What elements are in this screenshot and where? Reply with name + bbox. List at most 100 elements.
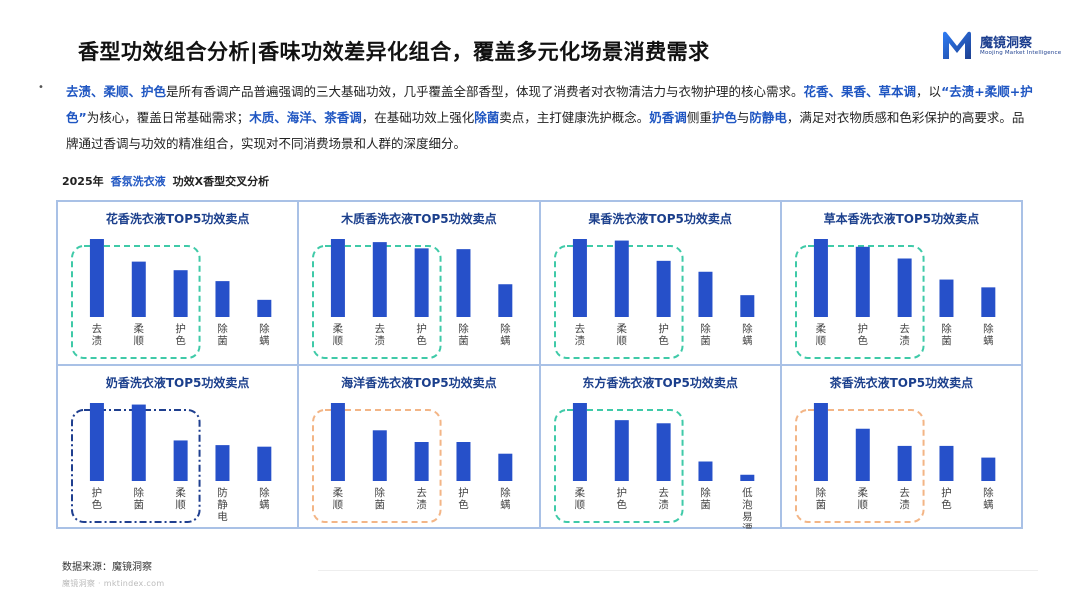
bar [331,402,346,481]
chart-panel: 茶香洗衣液TOP5功效卖点 除菌 柔顺 去渍 护色 除螨 [780,364,1022,528]
bar [697,461,712,481]
chart-panel: 奶香洗衣液TOP5功效卖点 护色 除菌 柔顺 防静电 除螨 [57,364,299,528]
summary-highlight: 护色 [711,110,737,125]
summary-text: 与 [736,110,750,125]
page-title: 香型功效组合分析|香味功效差异化组合，覆盖多元化场景消费需求 [78,40,710,64]
category-label: 除菌 [700,486,711,511]
bar [456,249,471,317]
chart-title: 果香洗衣液TOP5功效卖点 [588,212,732,226]
chart-panel: 木质香洗衣液TOP5功效卖点 柔顺 去渍 护色 除菌 除螨 [298,201,540,365]
logo-m-icon [943,31,971,59]
chart-title: 茶香洗衣液TOP5功效卖点 [829,375,974,390]
chart-section-label: 2025年 香氛洗衣液 功效X香型交叉分析 [62,173,276,189]
bar-chart: 护色 除菌 柔顺 防静电 除螨 [71,402,272,523]
bar [373,242,388,317]
section-category: 香氛洗衣液 [110,175,166,188]
summary-highlight: 去渍、柔顺、护色 [66,84,167,99]
bar [456,441,471,481]
bar [173,439,188,481]
bar-chart: 去渍 柔顺 护色 除菌 除螨 [71,239,272,359]
category-label: 柔顺 [134,323,145,347]
summary-text: 是所有香调产品普遍强调的三大基础功效，几乎覆盖全部香型，体现了消费者对衣物清洁力… [166,84,804,99]
chart-grid: 花香洗衣液TOP5功效卖点 去渍 柔顺 护色 除菌 除螨 木质香洗衣液TOP5功效卖点 柔顺去… [56,200,1023,529]
category-label: 护色 [857,322,868,347]
category-label: 除螨 [500,322,511,347]
section-year: 2025年 [62,175,104,188]
bar [131,261,146,317]
bar-chart: 柔顺 除菌 去渍 护色 除螨 [312,402,513,523]
chart-panel: 果香洗衣液TOP5功效卖点 去渍 柔顺 护色 除菌 除螨 [539,201,781,365]
summary-highlight: 木质、海洋、茶香调 [249,110,362,125]
bar [89,239,104,317]
summary-highlight: 除菌 [474,110,500,125]
chart-title: 花香洗衣液TOP5功效卖点 [105,212,250,226]
category-label: 除菌 [815,486,826,511]
category-label: 柔顺 [857,487,868,511]
category-label: 柔顺 [815,323,826,347]
highlight-box [553,408,684,523]
summary-highlight: “去渍+柔顺+护色” [66,84,1033,125]
bar [614,419,629,481]
watermark: 魔镜洞察 · mktindex.com [62,579,165,588]
bar [331,239,346,317]
summary-text: 为核心，覆盖日常基础需求； [86,110,250,125]
highlight-box [312,408,442,523]
category-label: 去渍 [375,323,386,347]
bar-chart: 除菌 柔顺 去渍 护色 除螨 [794,402,996,523]
category-label: 柔顺 [616,323,627,347]
category-label: 去渍 [92,323,103,347]
footer-divider [318,570,1038,571]
category-label: 防静电 [217,486,228,523]
category-label: 护色 [941,486,952,511]
summary-highlight: 防静电 [749,110,787,125]
bar [572,402,587,481]
category-label: 除菌 [217,322,228,347]
category-label: 除螨 [983,486,994,511]
category-label: 去渍 [574,323,585,347]
summary-text: ，以 [916,84,942,99]
bar [257,446,272,481]
bar [981,457,996,481]
category-label: 除菌 [134,486,145,511]
chart-title: 草本香洗衣液TOP5功效卖点 [823,212,980,226]
chart-title: 木质香洗衣液TOP5功效卖点 [341,212,497,226]
bar [215,281,230,317]
category-label: 低泡易漂 [742,486,753,530]
category-label: 柔顺 [574,487,585,511]
summary-text: ，在基础功效上强化 [361,110,475,125]
chart-panel: 草本香洗衣液TOP5功效卖点 柔顺 护色 去渍 除菌 除螨 [780,201,1022,365]
highlight-box [794,245,925,359]
bar [739,474,754,481]
category-label: 去渍 [658,487,669,511]
chart-title: 东方香洗衣液TOP5功效卖点 [582,375,738,390]
category-label: 除螨 [500,486,511,511]
category-label: 除螨 [742,322,753,347]
bar [855,246,870,317]
bar [614,240,629,317]
bar [414,441,429,481]
bar [981,287,996,317]
bar [414,248,429,317]
bar-chart: 柔顺 护色 去渍 除菌 低泡易漂 [553,402,754,530]
category-label: 护色 [175,322,186,347]
bar [897,258,912,317]
summary-text: ，满足对衣物质感和色彩保护的高要求。品牌通过香调与功效的精准组合，实现对不同消费… [66,110,1025,151]
bar [498,284,513,317]
section-topic: 功效X香型交叉分析 [172,175,270,188]
bar [855,428,870,481]
bar [813,239,828,317]
category-label: 护色 [658,322,669,347]
category-label: 去渍 [899,323,910,347]
category-label: 柔顺 [333,323,344,347]
summary-paragraph: 去渍、柔顺、护色是所有香调产品普遍强调的三大基础功效，几乎覆盖全部香型，体现了消… [66,79,1034,157]
bar [656,260,671,317]
category-label: 除螨 [259,486,270,511]
summary-text: 卖点，主打健康洗护概念。 [499,110,650,125]
logo-name: 魔镜洞察 [980,36,1033,51]
bar-chart: 柔顺 去渍 护色 除菌 除螨 [312,239,513,359]
category-label: 去渍 [417,487,428,511]
bar [939,445,954,481]
chart-panel: 东方香洗衣液TOP5功效卖点 柔顺 护色 去渍 除菌 低泡易漂 [539,364,781,530]
bar [89,402,104,481]
category-label: 除螨 [983,322,994,347]
